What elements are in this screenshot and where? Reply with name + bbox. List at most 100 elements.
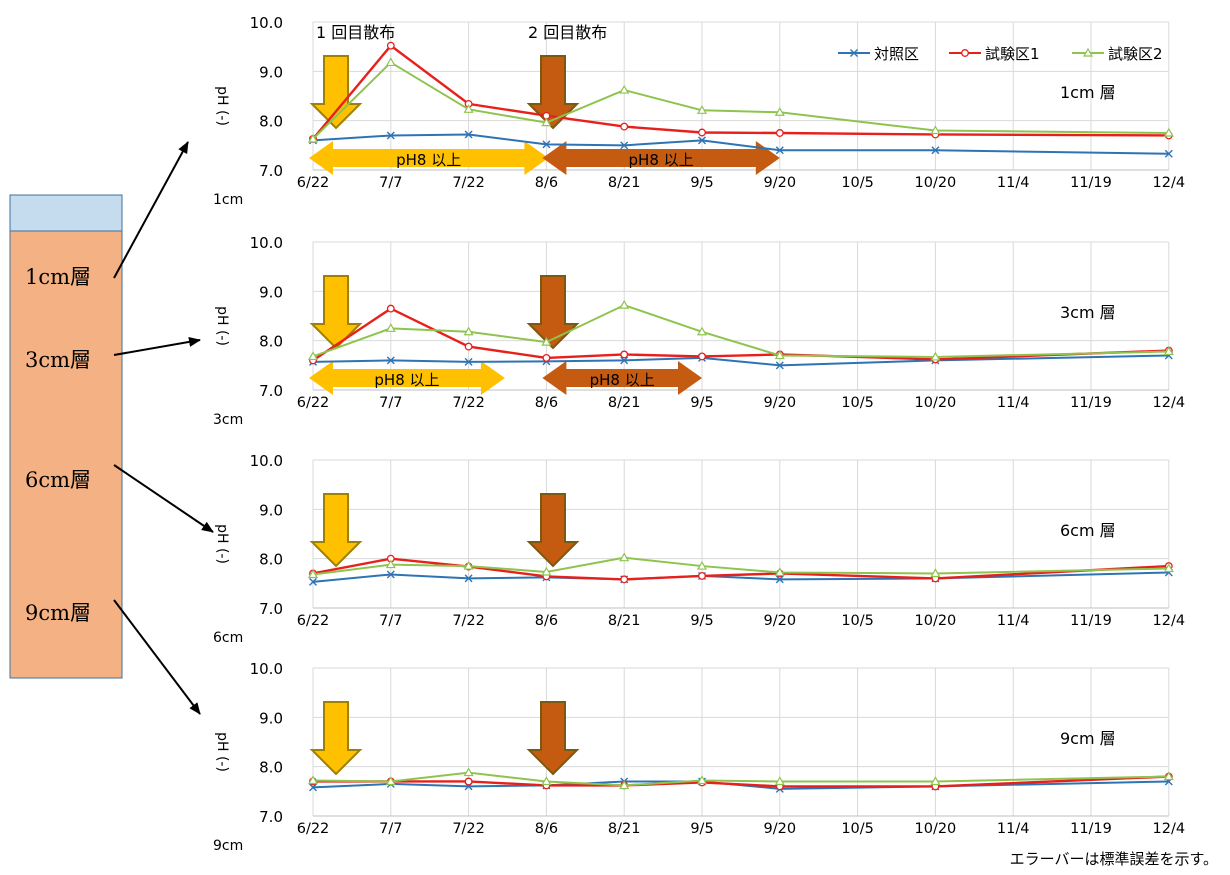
chart-panels: 7.0 8.0 9.0 10.0 6/22 7/7 7/22 8/6 8/21 9/5 9/20 10… <box>213 14 1185 854</box>
x-tick-label: 7/22 <box>452 613 485 629</box>
data-point <box>931 146 940 155</box>
y-tick-label: 8.0 <box>259 759 283 777</box>
x-tick-label: 7/22 <box>452 175 485 191</box>
x-tick-label: 6/22 <box>297 395 330 411</box>
data-point <box>386 356 395 365</box>
data-point <box>541 566 552 576</box>
data-point <box>463 560 474 570</box>
y-axis-label: pH (-) <box>214 306 230 346</box>
y-tick-label: 8.0 <box>259 333 283 351</box>
x-tick-label: 7/7 <box>379 821 402 837</box>
y-axis-label: pH (-) <box>214 524 230 564</box>
panel-depth-label: 3cm <box>213 412 243 428</box>
y-tick-label: 10.0 <box>250 660 283 678</box>
application-arrow-1 <box>309 493 363 568</box>
legend-label: 試験区2 <box>1108 45 1163 63</box>
x-tick-label: 10/5 <box>841 175 874 191</box>
data-point <box>464 342 473 351</box>
application-label-1: 1 回目散布 <box>316 23 395 42</box>
application-arrow-1 <box>309 55 363 130</box>
data-point <box>541 336 552 346</box>
x-tick-label: 8/6 <box>535 613 558 629</box>
data-point <box>774 107 785 116</box>
data-point <box>309 577 317 586</box>
panel-9cm: 7.0 8.0 9.0 10.0 6/22 7/7 7/22 8/6 8/21 9/5 9/20 10… <box>213 660 1185 854</box>
data-point <box>307 775 319 785</box>
application-arrow-2 <box>526 493 580 568</box>
data-point <box>774 776 785 786</box>
y-tick-label: 10.0 <box>250 452 283 470</box>
layer-title: 1cm 層 <box>1060 83 1116 102</box>
data-point <box>386 41 395 50</box>
x-tick-label: 9/20 <box>764 821 797 837</box>
y-tick-label: 7.0 <box>259 382 283 400</box>
x-tick-label: 7/7 <box>379 395 402 411</box>
data-point <box>620 122 629 131</box>
application-arrow-2 <box>526 701 580 776</box>
x-tick-label: 11/19 <box>1070 613 1112 629</box>
series-line-2 <box>312 61 1169 140</box>
y-tick-label: 7.0 <box>259 600 283 618</box>
data-point <box>698 352 706 361</box>
data-point <box>307 133 319 143</box>
data-point <box>385 559 396 569</box>
x-tick-label: 10/20 <box>915 395 957 411</box>
ph8-band-label-1: pH8 以上 <box>374 371 439 389</box>
layer-label-1: 1cm層 <box>25 265 91 289</box>
data-point <box>775 129 784 137</box>
x-tick-label: 11/19 <box>1070 821 1112 837</box>
application-arrow-1 <box>309 701 363 776</box>
connector-arrow-2 <box>113 336 201 356</box>
x-tick-label: 9/20 <box>764 395 797 411</box>
x-tick-label: 7/7 <box>379 613 402 629</box>
data-point <box>386 131 395 140</box>
legend-item: 試験区1 <box>949 45 1040 63</box>
data-point <box>541 776 552 786</box>
y-tick-label: 10.0 <box>250 234 283 252</box>
data-point <box>385 323 396 332</box>
series-line-2 <box>312 556 1169 576</box>
layer-label-4: 9cm層 <box>25 601 91 625</box>
ph8-band-arrow-1 <box>309 361 505 395</box>
data-point <box>775 575 784 584</box>
ph8-band-label-2: pH8 以上 <box>629 151 694 169</box>
x-tick-label: 9/5 <box>690 821 713 837</box>
data-point <box>620 575 629 584</box>
data-point <box>1163 563 1174 573</box>
legend-item: 試験区2 <box>1072 45 1163 63</box>
connector-arrow-3 <box>113 464 214 533</box>
data-point <box>698 128 706 137</box>
data-point <box>930 568 941 578</box>
data-point <box>542 140 551 149</box>
data-point <box>386 570 395 579</box>
x-tick-label: 11/19 <box>1070 175 1112 191</box>
x-tick-label: 8/6 <box>535 175 558 191</box>
y-tick-label: 9.0 <box>259 709 283 727</box>
layer-title: 6cm 層 <box>1060 521 1116 540</box>
connector-arrow-1 <box>113 141 189 279</box>
x-tick-label: 12/4 <box>1153 613 1186 629</box>
application-arrow-2 <box>526 55 580 130</box>
data-point <box>619 552 630 562</box>
data-point <box>620 350 629 359</box>
x-tick-label: 8/6 <box>535 395 558 411</box>
x-tick-label: 8/21 <box>608 395 641 411</box>
x-tick-label: 9/5 <box>690 175 713 191</box>
x-tick-label: 9/20 <box>764 613 797 629</box>
ph8-band-label-1: pH8 以上 <box>396 151 461 169</box>
y-axis-label: pH (-) <box>214 732 230 772</box>
data-point <box>774 567 785 577</box>
application-label-2: 2 回目散布 <box>528 23 607 42</box>
data-point <box>542 353 551 362</box>
legend-label: 試験区1 <box>985 45 1040 63</box>
data-point <box>775 361 784 370</box>
x-tick-label: 6/22 <box>297 613 330 629</box>
data-point <box>1163 771 1174 781</box>
data-point <box>1164 149 1173 158</box>
data-point <box>307 351 319 361</box>
ph8-band-arrow-2 <box>542 361 702 395</box>
x-tick-label: 9/5 <box>690 613 713 629</box>
data-point <box>463 767 474 777</box>
x-tick-label: 10/5 <box>841 821 874 837</box>
x-tick-label: 11/4 <box>997 175 1030 191</box>
